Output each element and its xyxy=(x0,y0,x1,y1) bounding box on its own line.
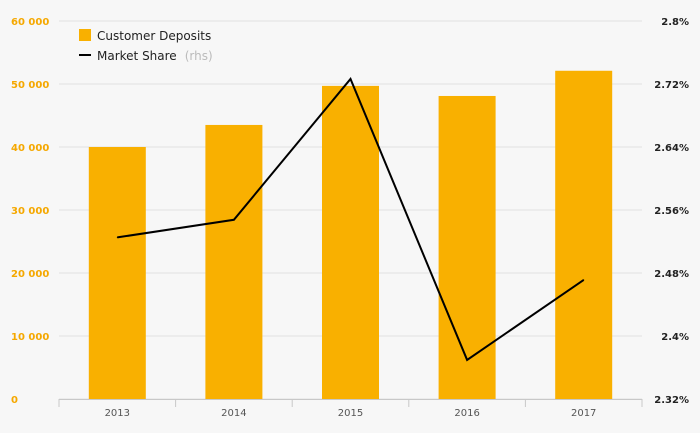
bar-2016 xyxy=(438,95,496,399)
right-tick-label: 2.4% xyxy=(661,332,689,343)
bar-2013 xyxy=(88,147,146,399)
line-point-2013 xyxy=(116,236,118,238)
legend-label-market-share: Market Share (rhs) xyxy=(97,47,213,64)
x-tick-label: 2015 xyxy=(338,408,363,419)
legend-label-market-share-text: Market Share xyxy=(97,49,177,63)
bar-2014 xyxy=(205,124,263,399)
right-tick-label: 2.32% xyxy=(654,395,689,406)
right-tick-label: 2.64% xyxy=(654,143,689,154)
right-tick-label: 2.8% xyxy=(661,17,689,28)
x-tick-label: 2016 xyxy=(454,408,479,419)
legend-swatch-customer-deposits xyxy=(79,29,91,41)
left-tick-label: 0 xyxy=(11,395,18,406)
x-tick-label: 2013 xyxy=(105,408,130,419)
x-tick-label: 2017 xyxy=(571,408,596,419)
right-tick-label: 2.72% xyxy=(654,80,689,91)
line-point-2014 xyxy=(233,219,235,221)
right-tick-label: 2.56% xyxy=(654,206,689,217)
bar-2015 xyxy=(322,85,379,399)
legend-label-customer-deposits: Customer Deposits xyxy=(97,29,211,43)
left-tick-label: 40 000 xyxy=(11,143,49,154)
line-point-2017 xyxy=(583,279,585,281)
bar-2017 xyxy=(555,70,613,400)
left-tick-label: 30 000 xyxy=(11,206,49,217)
right-tick-label: 2.48% xyxy=(654,269,689,280)
left-axis: 0 10 000 20 000 30 000 40 000 50 000 60 000 xyxy=(11,17,49,406)
left-tick-label: 50 000 xyxy=(11,80,49,91)
line-point-2015 xyxy=(350,78,351,80)
legend: Customer Deposits Market Share (rhs) xyxy=(79,29,213,64)
left-tick-label: 10 000 xyxy=(11,332,49,343)
x-tick-label: 2014 xyxy=(221,408,246,419)
right-axis: 2.32% 2.4% 2.48% 2.56% 2.64% 2.72% 2.8% xyxy=(654,17,689,406)
bar-series xyxy=(88,70,613,400)
left-tick-label: 20 000 xyxy=(11,269,49,280)
legend-label-market-share-note: (rhs) xyxy=(185,49,213,63)
x-axis: 2013 2014 2015 2016 2017 xyxy=(58,399,643,419)
left-tick-label: 60 000 xyxy=(11,17,49,28)
line-point-2016 xyxy=(466,359,468,361)
line-series xyxy=(116,77,585,362)
